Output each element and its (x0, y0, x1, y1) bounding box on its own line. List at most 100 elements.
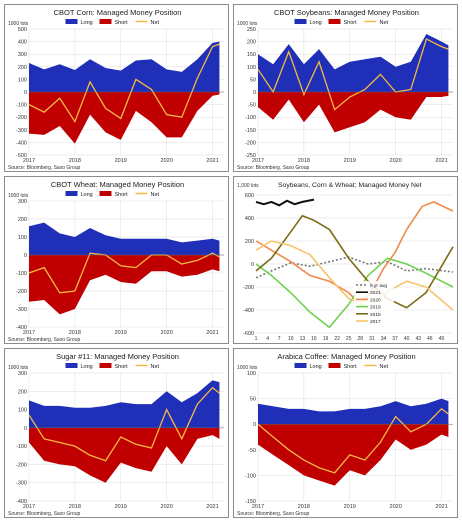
y-tick-label: -500 (16, 153, 27, 159)
chart-panel-sugar: Sugar #11: Managed Money Position 1000 lo… (4, 348, 229, 518)
y-tick-label: 300 (18, 371, 27, 377)
legend-swatch-long (65, 19, 78, 24)
chart-panel-corn: CBOT Corn: Managed Money Position 1000 lo… (4, 4, 229, 172)
x-tick-label: 2020 (390, 504, 402, 510)
x-tick-label: 2021 (206, 158, 218, 164)
y-tick-label: -150 (245, 499, 256, 505)
y-tick-label: 0 (24, 90, 27, 96)
x-tick-label: 7 (278, 336, 281, 342)
y-tick-label: -300 (16, 128, 27, 134)
chart-svg-coffee: Arabica Coffee: Managed Money Position 10… (237, 352, 453, 517)
x-tick-label: 46 (427, 336, 433, 342)
y-tick-label: 300 (18, 52, 27, 58)
legend-swatch-short (328, 363, 341, 368)
y-tick-label: -100 (16, 444, 27, 450)
y-tick-label: 200 (18, 65, 27, 71)
legend-label-short: Short (344, 364, 358, 370)
x-tick-label: 43 (415, 336, 421, 342)
x-tick-label: 2019 (115, 158, 127, 164)
chart-title: Soybeans, Corn & Wheat; Managed Money Ne… (278, 182, 422, 189)
x-tick-label: 2017 (23, 158, 35, 164)
unit-label: 1,000 lots (237, 183, 259, 189)
x-tick-label: 2019 (115, 330, 127, 336)
area-long (29, 380, 220, 428)
series-line-5-yr-avg (255, 256, 454, 279)
chart-panel-seasonal-net: Soybeans, Corn & Wheat; Managed Money Ne… (233, 176, 458, 344)
x-tick-label: 31 (369, 336, 375, 342)
y-tick-label: -400 (243, 308, 254, 314)
y-tick-label: -400 (16, 140, 27, 146)
legend-label-short: Short (115, 20, 129, 26)
y-tick-label: -200 (243, 285, 254, 291)
chart-svg-wheat: CBOT Wheat: Managed Money Position 1000 l… (8, 180, 224, 343)
unit-label: 1000 lots (237, 365, 258, 371)
y-tick-label: -100 (245, 115, 256, 121)
y-tick-label: 150 (247, 52, 256, 58)
y-tick-label: -50 (248, 448, 256, 454)
x-tick-label: 2020 (161, 158, 173, 164)
legend-label-short: Short (344, 20, 358, 26)
y-tick-label: 250 (247, 27, 256, 33)
legend-label-short: Short (115, 364, 129, 370)
legend-label-net: Net (151, 192, 160, 198)
y-tick-label: -600 (243, 331, 254, 337)
legend-label-long: Long (81, 20, 93, 26)
x-tick-label: 13 (300, 336, 306, 342)
y-tick-label: 100 (247, 371, 256, 377)
x-tick-label: 2018 (298, 504, 310, 510)
legend-label-long: Long (81, 364, 93, 370)
x-tick-label: 2018 (69, 330, 81, 336)
source-note: Source: Bloomberg, Saxo Group (8, 165, 80, 171)
y-tick-label: 100 (18, 408, 27, 414)
y-tick-label: 300 (18, 199, 27, 205)
chart-title: Sugar #11: Managed Money Position (56, 352, 179, 361)
y-tick-label: 0 (253, 90, 256, 96)
legend-swatch-long (65, 191, 78, 196)
chart-title: CBOT Wheat: Managed Money Position (51, 180, 184, 189)
y-tick-label: -250 (245, 153, 256, 159)
x-tick-label: 10 (288, 336, 294, 342)
x-tick-label: 2021 (435, 158, 447, 164)
x-tick-label: 22 (334, 336, 340, 342)
legend-label-long: Long (310, 364, 322, 370)
legend-label: 2021 (370, 290, 381, 296)
series-line-2019 (255, 257, 454, 329)
x-tick-label: 40 (404, 336, 410, 342)
chart-title: Arabica Coffee: Managed Money Position (277, 352, 415, 361)
y-tick-label: -200 (245, 140, 256, 146)
y-tick-label: 50 (250, 77, 256, 83)
legend-swatch-short (328, 19, 341, 24)
x-tick-label: 2017 (252, 504, 264, 510)
unit-label: 1000 lots (237, 21, 258, 27)
y-tick-label: 100 (18, 235, 27, 241)
legend-label-net: Net (380, 20, 389, 26)
x-tick-label: 16 (311, 336, 317, 342)
series-line-2021 (255, 198, 315, 207)
chart-svg-corn: CBOT Corn: Managed Money Position 1000 lo… (8, 8, 224, 171)
x-tick-label: 2017 (252, 158, 264, 164)
y-tick-label: -150 (245, 128, 256, 134)
legend-label: 2017 (370, 319, 381, 325)
legend-label-long: Long (81, 192, 93, 198)
unit-label: 1000 lots (8, 21, 29, 27)
area-short (29, 255, 220, 315)
legend-label: 2019 (370, 305, 381, 311)
y-tick-label: 0 (24, 426, 27, 432)
chart-svg-soybeans: CBOT Soybeans: Managed Money Position 100… (237, 8, 453, 171)
area-long (258, 398, 449, 425)
area-short (258, 424, 449, 486)
x-tick-label: 2020 (390, 158, 402, 164)
x-tick-label: 2019 (344, 504, 356, 510)
area-long (29, 222, 220, 255)
y-tick-label: 600 (245, 193, 254, 199)
source-note: Source: Bloomberg, Saxo Group (237, 511, 309, 517)
area-short (258, 92, 449, 133)
x-tick-label: 2020 (161, 504, 173, 510)
y-tick-label: 200 (18, 217, 27, 223)
legend-swatch-long (65, 363, 78, 368)
x-tick-label: 2017 (23, 330, 35, 336)
y-tick-label: -300 (16, 307, 27, 313)
y-tick-label: 500 (18, 27, 27, 33)
x-tick-label: 2017 (23, 504, 35, 510)
y-tick-label: -50 (248, 103, 256, 109)
